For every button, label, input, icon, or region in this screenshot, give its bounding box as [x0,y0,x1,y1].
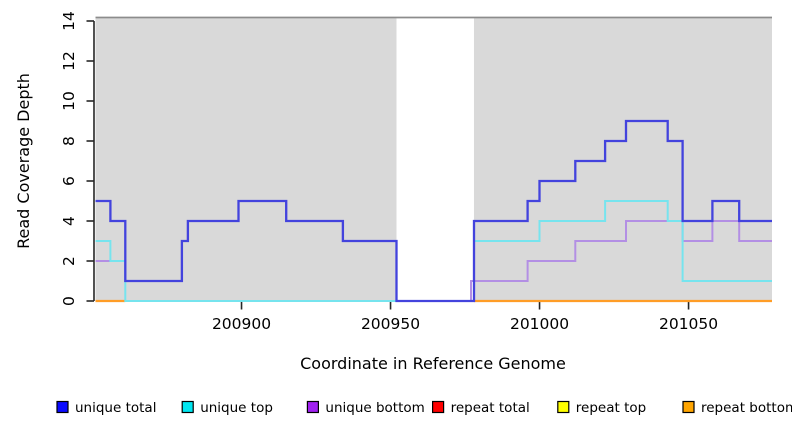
y-axis-title: Read Coverage Depth [14,73,33,249]
x-tick-label: 201000 [510,315,569,333]
y-tick-label: 0 [60,296,78,306]
y-tick-label: 12 [60,51,78,71]
x-axis-title: Coordinate in Reference Genome [300,354,566,373]
y-tick-label: 14 [60,11,78,31]
y-tick-label: 8 [60,136,78,146]
legend-swatch-0 [56,400,69,414]
y-tick-label: 6 [60,176,78,186]
y-tick-label: 2 [60,256,78,266]
legend-swatch-1 [181,400,194,414]
y-tick-label: 4 [60,216,78,226]
x-tick-label: 200950 [361,315,420,333]
legend-swatch-5 [682,400,695,414]
legend-swatch-2 [306,400,319,414]
legend-swatch-3 [432,400,445,414]
legend-label-3: repeat total [451,400,530,416]
x-tick-label: 201050 [659,315,718,333]
legend-label-4: repeat top [576,400,646,416]
plot-background-left [95,18,397,302]
legend-label-0: unique total [75,400,156,416]
plot-background-right [473,18,772,302]
series-line-unique-total [95,119,772,303]
legend-label-5: repeat bottom [701,400,792,416]
legend-swatch-4 [557,400,570,414]
series-line-unique-top [95,200,772,302]
legend-label-2: unique bottom [325,400,424,416]
legend-label-1: unique top [200,400,273,416]
x-tick-label: 200900 [212,315,271,333]
y-tick-label: 10 [60,91,78,111]
